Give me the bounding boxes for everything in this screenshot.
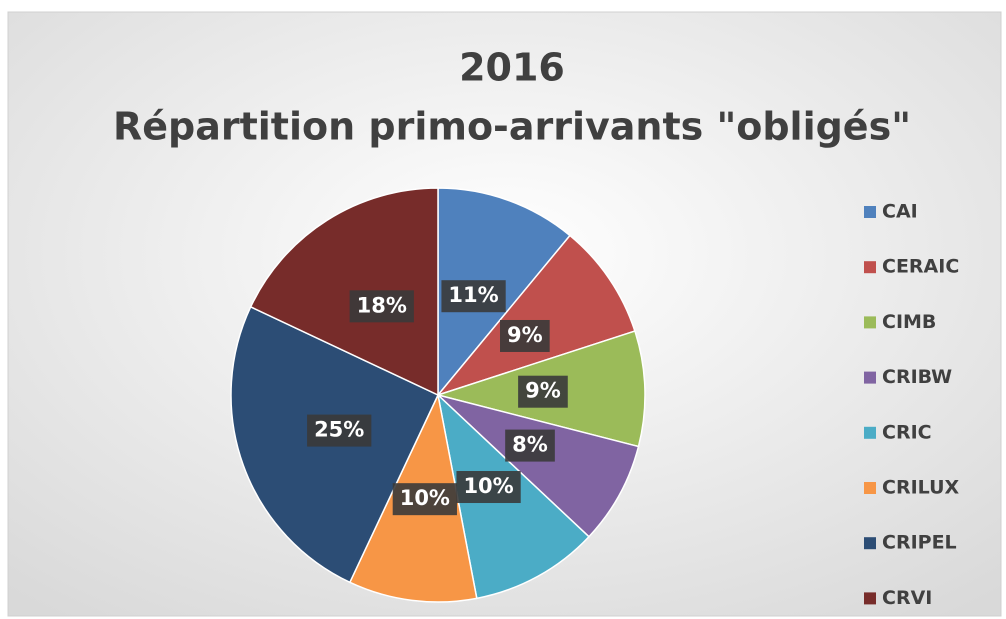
data-label: 25% bbox=[314, 418, 364, 442]
data-label-box bbox=[349, 290, 414, 323]
legend-label: CERAIC bbox=[882, 256, 959, 278]
legend-swatch bbox=[864, 482, 876, 494]
data-label-box bbox=[441, 280, 506, 313]
legend-label: CRIBW bbox=[882, 366, 952, 388]
data-label-box bbox=[456, 471, 521, 504]
legend-label: CRIPEL bbox=[882, 532, 957, 554]
legend-swatch bbox=[864, 371, 876, 384]
chart-title: 2016 bbox=[459, 46, 565, 90]
data-label: 11% bbox=[448, 283, 498, 307]
pie-slice bbox=[435, 234, 636, 397]
data-label: 10% bbox=[400, 486, 450, 510]
legend-swatch bbox=[864, 261, 876, 274]
legend-label: CRILUX bbox=[882, 477, 960, 499]
data-label-box bbox=[307, 414, 372, 447]
pie-slice bbox=[437, 394, 640, 538]
chart-title: Répartition primo-arrivants "obligés" bbox=[113, 105, 911, 149]
data-label-box bbox=[392, 483, 457, 516]
data-label: 10% bbox=[463, 474, 513, 498]
data-label: 18% bbox=[357, 293, 407, 317]
legend-label: CRVI bbox=[882, 587, 932, 609]
data-label-box bbox=[505, 429, 555, 462]
legend-label: CAI bbox=[882, 201, 918, 223]
legend-swatch bbox=[864, 316, 876, 329]
legend-swatch bbox=[864, 592, 876, 605]
data-label: 8% bbox=[512, 433, 548, 457]
data-label-box bbox=[518, 375, 568, 408]
pie-slice bbox=[249, 187, 439, 397]
legend-swatch bbox=[864, 426, 876, 439]
data-label: 9% bbox=[507, 323, 543, 347]
legend-swatch bbox=[864, 206, 876, 218]
legend-label: CIMB bbox=[882, 311, 936, 333]
data-label: 9% bbox=[525, 379, 561, 403]
legend-label: CRIC bbox=[882, 421, 932, 443]
legend-swatch bbox=[864, 537, 876, 550]
data-label-box bbox=[500, 319, 550, 352]
